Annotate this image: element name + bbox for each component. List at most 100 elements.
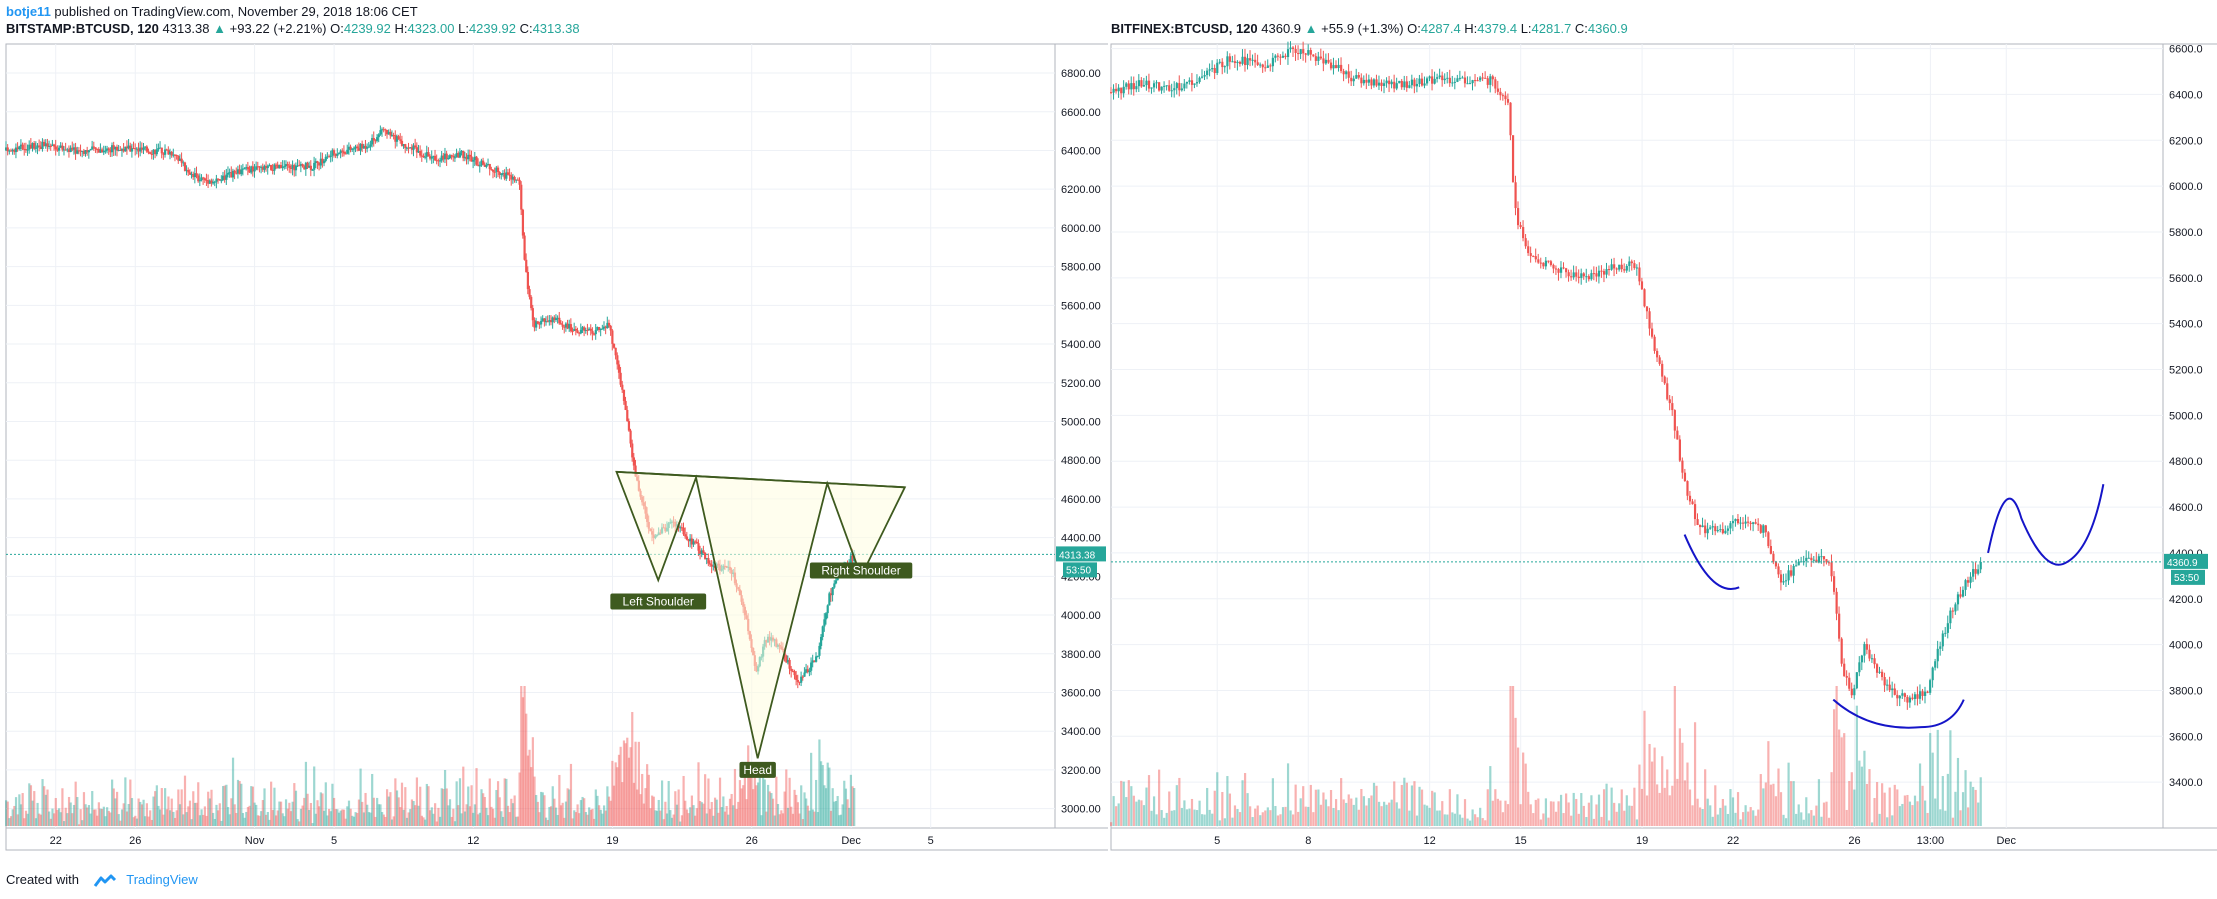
candle-body xyxy=(149,152,152,154)
volume-bar xyxy=(5,800,8,826)
candle-body xyxy=(44,143,47,147)
volume-bar xyxy=(331,783,334,826)
volume-bar xyxy=(677,789,680,826)
volume-bar xyxy=(1881,783,1884,826)
candle-body xyxy=(362,145,365,149)
candle-body xyxy=(818,645,821,656)
volume-bar xyxy=(1120,780,1123,826)
chart-panel-bitfinex[interactable]: BITFINEX:BTCUSD, 120 4360.9 ▲ +55.9 (+1.… xyxy=(1108,0,2217,870)
volume-bar xyxy=(152,796,155,826)
candle-body xyxy=(298,165,301,167)
candle-body xyxy=(1537,259,1540,263)
volume-bar xyxy=(644,788,647,826)
candle-body xyxy=(43,141,46,147)
volume-bar xyxy=(251,786,255,826)
volume-bar xyxy=(483,796,486,826)
volume-bar xyxy=(175,810,178,826)
candle-body xyxy=(233,170,236,173)
volume-bar xyxy=(647,774,650,826)
volume-bar xyxy=(334,808,337,826)
candle-body xyxy=(793,671,796,676)
candle-body xyxy=(49,145,52,147)
candle-body xyxy=(1357,75,1360,78)
pattern-label-box xyxy=(739,761,776,778)
volume-bar xyxy=(374,816,377,826)
tradingview-link[interactable]: TradingView xyxy=(126,872,198,887)
candle-body xyxy=(1630,261,1633,264)
volume-bar xyxy=(495,790,498,826)
candle-body xyxy=(1256,62,1259,65)
candle-body xyxy=(1898,695,1901,699)
candle-body xyxy=(1173,88,1176,91)
candle-body xyxy=(472,160,475,162)
candle-body xyxy=(823,619,826,627)
candle-body xyxy=(210,180,213,184)
candle-body xyxy=(1875,664,1879,673)
candle-body xyxy=(1135,86,1138,90)
candle-body xyxy=(1602,271,1606,275)
volume-bar xyxy=(371,773,374,826)
candle-body xyxy=(1777,566,1780,575)
volume-bar xyxy=(1211,813,1214,826)
candle-body xyxy=(627,421,631,431)
candle-body xyxy=(578,332,581,334)
volume-bar xyxy=(593,818,596,826)
candle-body xyxy=(1468,83,1472,85)
candle-body xyxy=(520,184,523,210)
candle-body xyxy=(622,389,626,401)
volume-bar xyxy=(488,778,491,826)
candle-body xyxy=(33,143,36,149)
candle-body xyxy=(407,147,410,149)
volume-bar xyxy=(243,817,246,826)
candle-body xyxy=(1532,256,1535,258)
volume-bar xyxy=(139,801,142,826)
candle-body xyxy=(1481,77,1484,79)
volume-bar xyxy=(800,785,803,826)
candle-body xyxy=(1446,77,1449,79)
candle-body xyxy=(1840,638,1843,664)
candle-body xyxy=(187,169,190,173)
candle-body xyxy=(1211,68,1214,70)
volume-bar xyxy=(1757,809,1760,826)
candle-body xyxy=(101,149,104,153)
volume-bar xyxy=(1741,812,1745,826)
volume-bar xyxy=(1734,812,1737,826)
candle-body xyxy=(1319,56,1323,59)
candle-body xyxy=(503,173,506,179)
candle-body xyxy=(501,173,505,175)
chart-panel-bitstamp[interactable]: BITSTAMP:BTCUSD, 120 4313.38 ▲ +93.22 (+… xyxy=(0,0,1108,870)
candle-body xyxy=(1769,546,1773,554)
volume-bar xyxy=(1292,814,1295,826)
candle-body xyxy=(1787,570,1790,581)
candle-body xyxy=(1271,57,1274,67)
volume-bar xyxy=(1142,805,1146,826)
candle-body xyxy=(1340,64,1343,72)
author-link[interactable]: botje11 xyxy=(6,4,51,19)
candle-body xyxy=(1863,644,1866,656)
volume-bar xyxy=(106,807,109,826)
volume-bar xyxy=(1870,822,1874,826)
volume-bar xyxy=(212,812,215,826)
volume-bar xyxy=(308,809,311,826)
candle-body xyxy=(275,164,278,166)
candle-body xyxy=(616,355,619,365)
price-chart-bitfinex[interactable]: 6600.06400.06200.06000.05800.05600.05400… xyxy=(1108,0,2217,870)
volume-bar xyxy=(1461,817,1464,826)
candle-body xyxy=(695,541,698,544)
candle-body xyxy=(470,156,473,162)
volume-bar xyxy=(255,804,258,826)
volume-bar xyxy=(1322,792,1325,826)
candle-body xyxy=(1132,83,1135,90)
candle-body xyxy=(435,160,438,162)
volume-bar xyxy=(419,786,422,826)
price-chart-bitstamp[interactable]: 6800.006600.006400.006200.006000.005800.… xyxy=(0,0,1108,870)
volume-bar xyxy=(808,810,811,826)
candle-body xyxy=(342,151,346,154)
volume-bar xyxy=(515,816,518,826)
volume-bar xyxy=(33,791,36,826)
volume-bar xyxy=(124,777,127,826)
candle-body xyxy=(1489,76,1492,85)
y-tick-label: 3400.00 xyxy=(1061,726,1101,738)
candle-body xyxy=(1974,569,1977,574)
volume-bar xyxy=(230,798,233,826)
